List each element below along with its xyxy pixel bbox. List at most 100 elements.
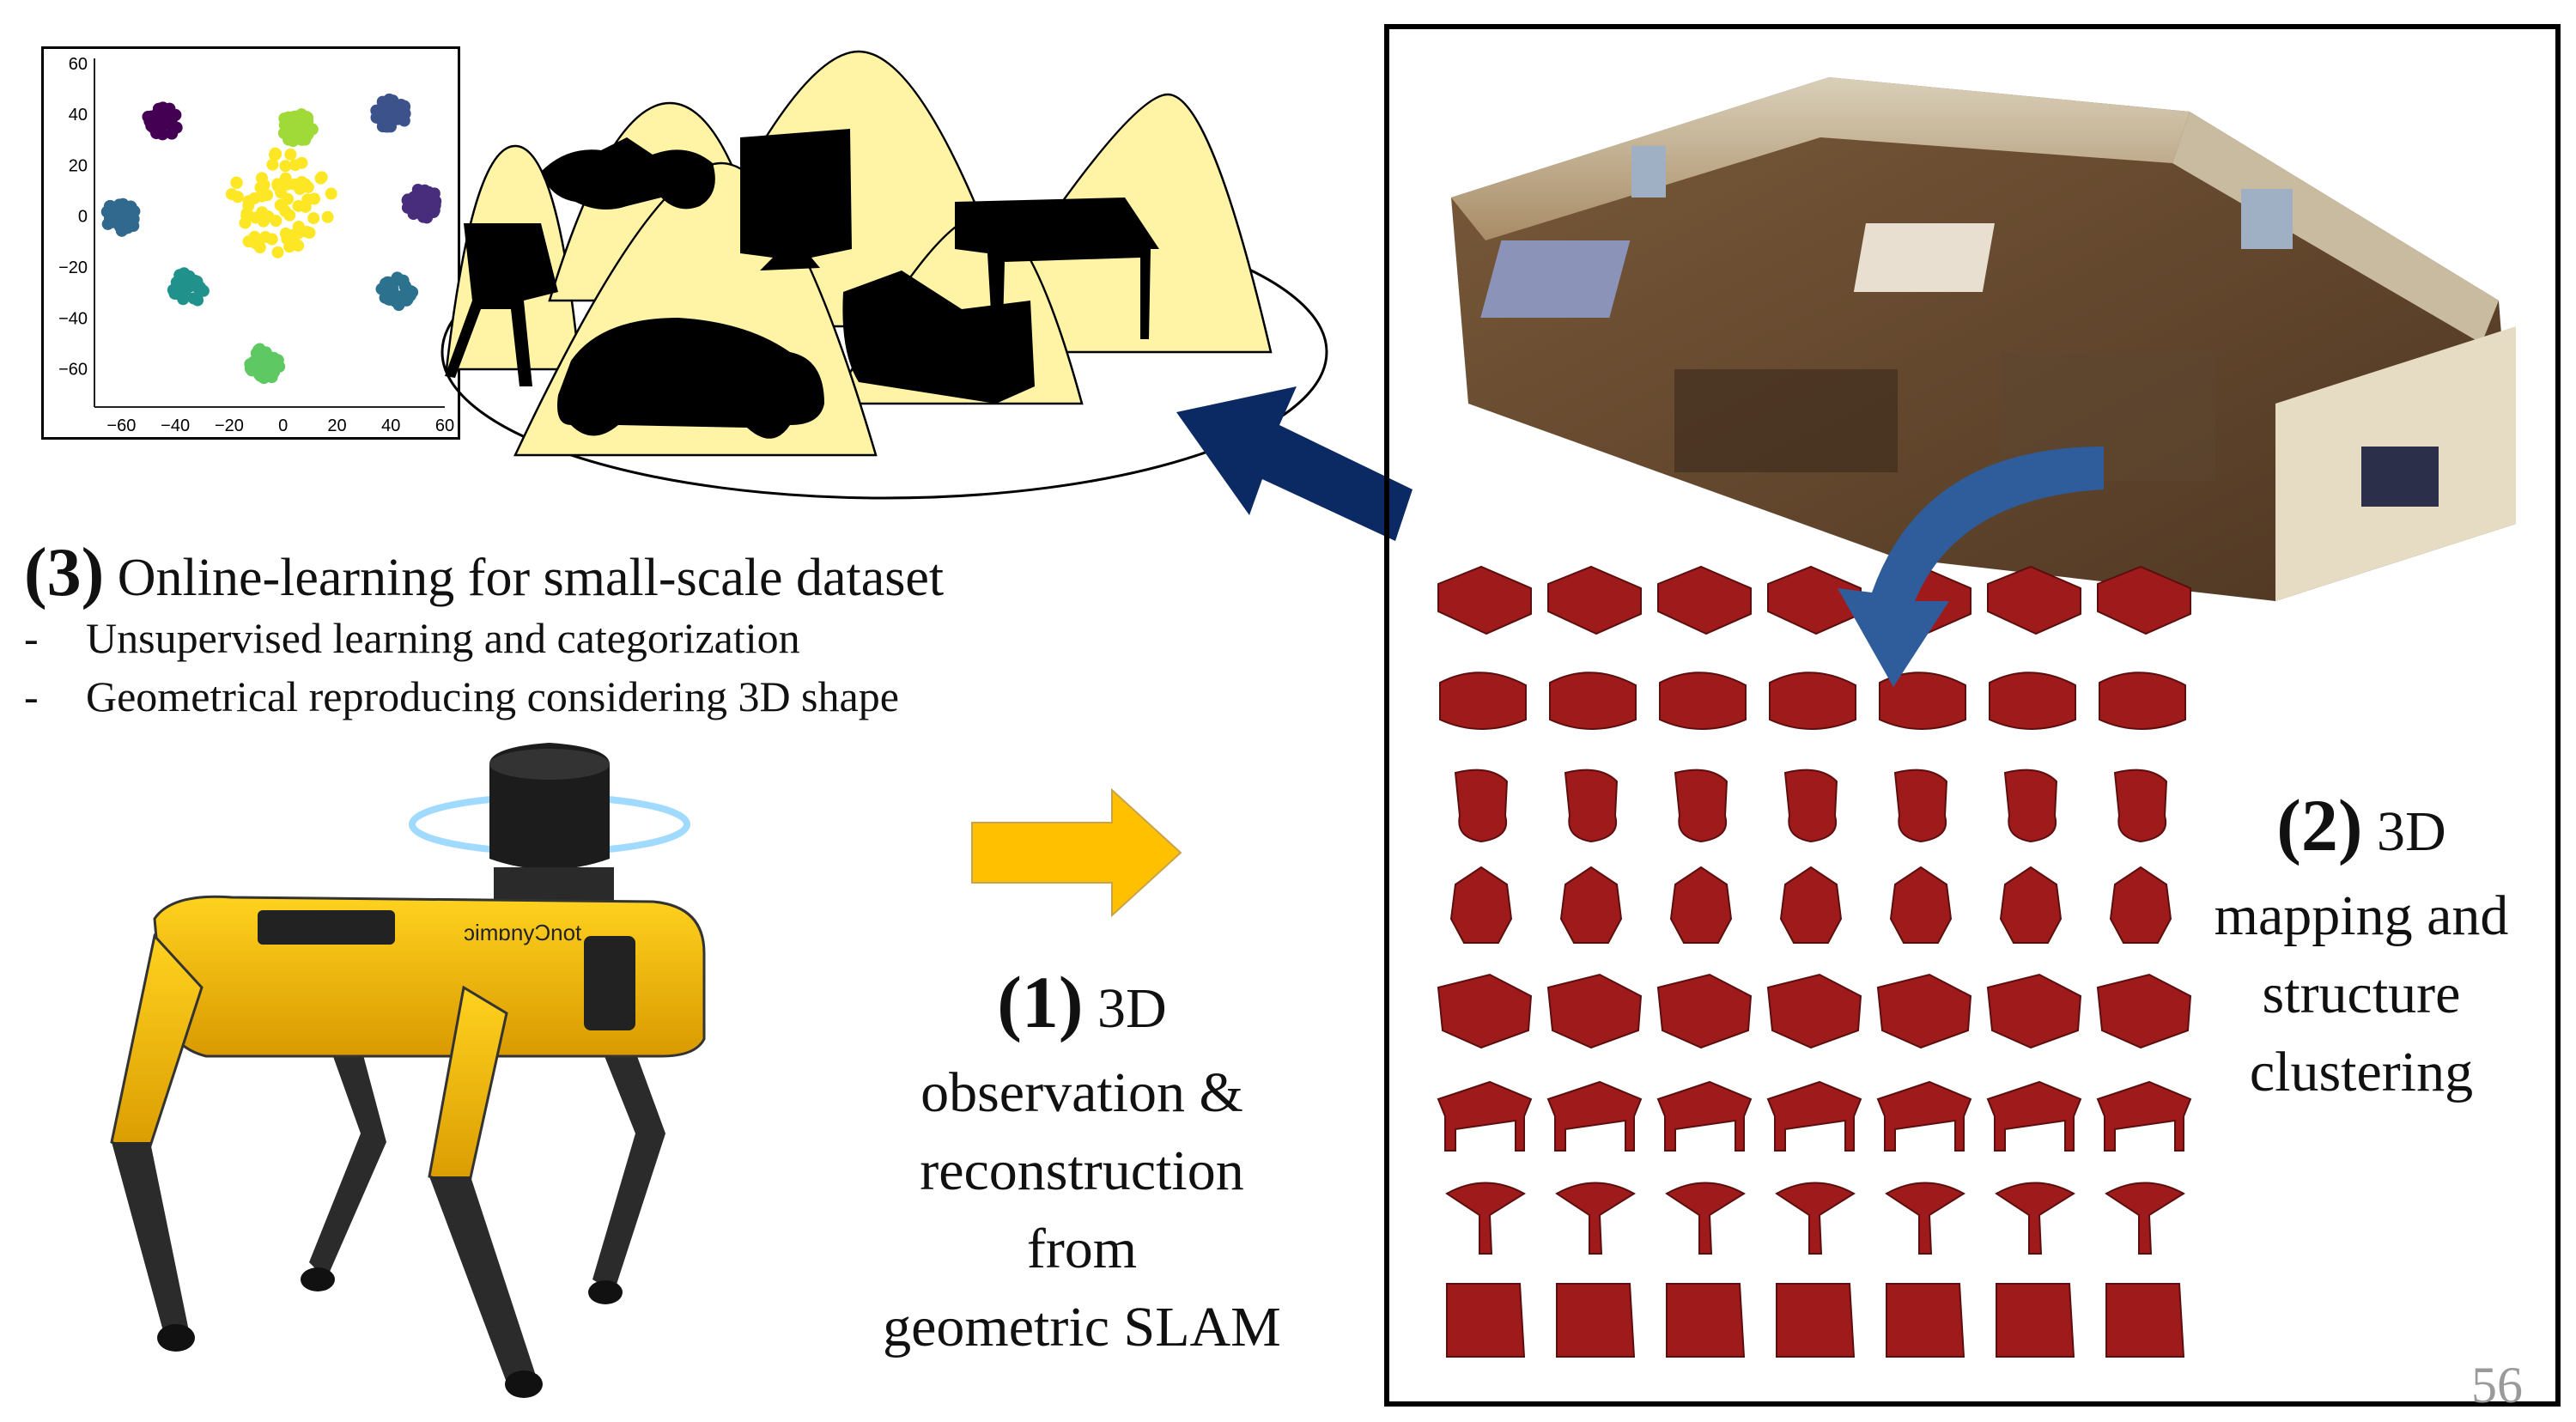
furniture-shape: [1889, 866, 1953, 944]
scatter-cluster: [142, 101, 183, 141]
furniture-shape: [1999, 866, 2063, 944]
furniture-shape: [1437, 973, 1533, 1049]
furniture-shape: [1439, 672, 1527, 730]
step1-line-4: geometric SLAM: [883, 1295, 1281, 1358]
furniture-shape: [1656, 973, 1753, 1049]
chair-silhouette: [445, 223, 558, 386]
y-tick-label: −40: [58, 309, 88, 328]
furniture-shape: [1674, 769, 1728, 843]
furniture-shape: [1766, 973, 1862, 1049]
scatter-cluster: [370, 93, 411, 133]
furniture-shape: [1666, 1283, 1746, 1358]
furniture-shape: [1775, 1182, 1856, 1255]
furniture-shape: [2099, 672, 2186, 730]
motorbike-silhouette: [541, 137, 715, 210]
x-tick-label: −60: [106, 416, 136, 435]
furniture-shape: [1776, 1283, 1856, 1358]
furniture-shape: [1437, 1080, 1533, 1152]
furniture-shape: [1996, 1283, 2075, 1358]
furniture-shape: [1989, 672, 2076, 730]
furniture-shape: [1986, 1080, 2082, 1152]
furniture-shape: [2105, 1182, 2185, 1255]
furniture-shape: [1766, 1080, 1862, 1152]
blue-curved-arrow: [1752, 429, 2112, 704]
step2-line-3: clustering: [2249, 1040, 2474, 1103]
monitor-silhouette: [740, 129, 852, 270]
furniture-shape: [1885, 1182, 1965, 1255]
step2-heading: (2) 3D: [2276, 784, 2446, 866]
sofa-silhouette: [842, 270, 1035, 404]
y-tick-label: 40: [69, 106, 88, 125]
furniture-shape: [1876, 1080, 1972, 1152]
scatter-cluster: [167, 267, 210, 307]
furniture-shape: [1886, 1283, 1965, 1358]
scatter-cluster: [401, 183, 442, 224]
furniture-shape: [1449, 866, 1513, 944]
car-silhouette: [557, 318, 824, 439]
y-tick-label: 0: [78, 208, 88, 227]
robot-dog-illustration: ɔimɒnyƆnot: [103, 730, 807, 1408]
y-tick-label: −60: [58, 361, 88, 380]
scatter-svg: −60 −40 −20 0 20 40 60 60 40 20 0 −20 −40 −60: [41, 46, 460, 440]
x-tick-label: 40: [381, 416, 400, 435]
step3-bullet-2: - Geometrical reproducing considering 3D …: [24, 672, 899, 720]
furniture-shape: [1437, 565, 1532, 635]
furniture-shape: [1657, 565, 1752, 635]
furniture-shape: [2105, 1283, 2185, 1358]
furniture-shape: [1876, 973, 1972, 1049]
navy-arrow: [1168, 361, 1425, 558]
step2-line-1: mapping and: [2214, 884, 2509, 947]
mapping-panel: [1384, 24, 2561, 1407]
furniture-shape: [1656, 1080, 1753, 1152]
yellow-arrow: [970, 788, 1185, 917]
furniture-shape: [1445, 1182, 1526, 1255]
furniture-shape: [1769, 672, 1856, 730]
furniture-shape: [1559, 866, 1623, 944]
furniture-shape: [1669, 866, 1733, 944]
scatter-cluster: [225, 147, 337, 258]
step1-number: (1): [997, 961, 1084, 1043]
furniture-shape: [1893, 769, 1948, 843]
y-tick-label: 20: [69, 156, 88, 175]
furniture-shape: [1549, 672, 1637, 730]
object-distribution-diagram: [343, 43, 1340, 524]
step3-number: (3): [24, 535, 105, 611]
furniture-shape: [1454, 769, 1509, 843]
x-tick-label: 60: [435, 416, 454, 435]
step1-heading: (1) 3D: [997, 961, 1167, 1043]
furniture-shape: [2097, 565, 2191, 635]
furniture-shape: [1665, 1182, 1746, 1255]
step3-title: Online-learning for small-scale dataset: [117, 549, 945, 607]
y-tick-label: 60: [69, 55, 88, 74]
furniture-shape: [1446, 1283, 1526, 1358]
robot-brand-text: ɔimɒnyƆnot: [464, 920, 582, 945]
furniture-shape: [1986, 973, 2082, 1049]
scatter-cluster: [244, 343, 286, 385]
furniture-shape: [1555, 1182, 1636, 1255]
furniture-shape: [1547, 565, 1642, 635]
furniture-shape: [1879, 672, 1966, 730]
step2-caption: (2) 3D mapping and structure clustering: [2181, 775, 2542, 1111]
furniture-shape: [1546, 1080, 1643, 1152]
page-number: 56: [2471, 1357, 2523, 1413]
step3-heading: (3) Online-learning for small-scale data…: [24, 534, 944, 612]
step1-line-1: observation &: [920, 1060, 1243, 1124]
furniture-shape: [1564, 769, 1619, 843]
furniture-shape: [2096, 1080, 2192, 1152]
furniture-shape: [1779, 866, 1843, 944]
step1-line-2: reconstruction: [920, 1139, 1244, 1202]
step2-number: (2): [2276, 784, 2363, 866]
x-tick-label: 20: [327, 416, 346, 435]
x-tick-label: −20: [215, 416, 244, 435]
embedding-scatter-plot: −60 −40 −20 0 20 40 60 60 40 20 0 −20 −40 −60: [41, 46, 460, 440]
furniture-shape: [1546, 973, 1643, 1049]
furniture-shape: [1659, 672, 1747, 730]
furniture-shape: [1987, 565, 2081, 635]
x-tick-label: −40: [161, 416, 190, 435]
furniture-shape: [2113, 769, 2168, 843]
step2-line-2: structure: [2262, 962, 2461, 1025]
furniture-shape: [2096, 973, 2192, 1049]
table-silhouette: [955, 198, 1159, 339]
furniture-shape: [2003, 769, 2058, 843]
scatter-cluster: [100, 198, 141, 237]
